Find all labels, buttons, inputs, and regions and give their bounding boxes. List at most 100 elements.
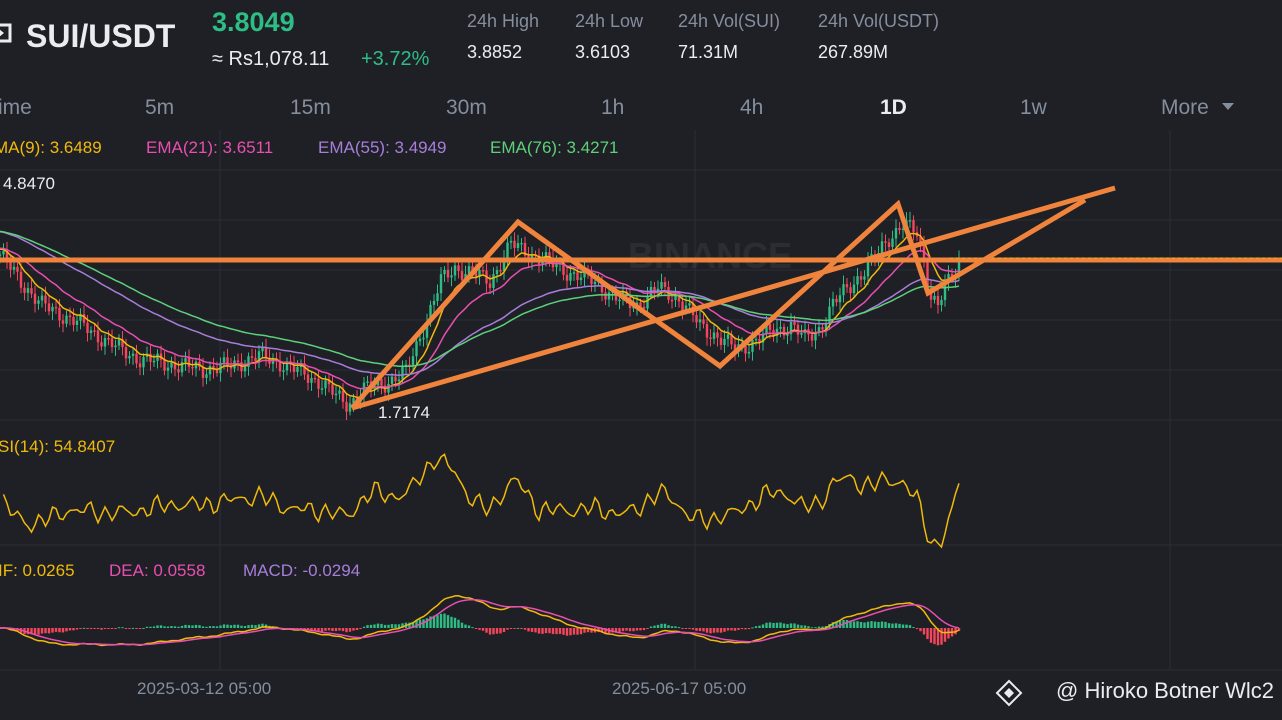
candle-body: [880, 241, 884, 253]
macd-histogram-bar: [926, 628, 929, 640]
candle-body: [919, 236, 922, 244]
macd-histogram-bar: [250, 624, 254, 628]
candle-body: [478, 270, 481, 277]
macd-histogram-bar: [740, 628, 744, 630]
macd-histogram-bar: [863, 622, 866, 628]
macd-histogram-bar: [380, 623, 383, 628]
macd-histogram-bar: [684, 628, 688, 629]
tab-1w[interactable]: 1w: [1020, 96, 1047, 119]
candle-body: [464, 274, 467, 280]
macd-histogram-bar: [247, 625, 250, 628]
candle-body: [492, 274, 495, 288]
candle-body: [33, 293, 37, 304]
candle-body: [551, 258, 555, 268]
macd-histogram-bar: [257, 624, 261, 628]
macd-histogram-bar: [632, 628, 635, 632]
macd-histogram-bar: [611, 628, 614, 633]
macd-histogram-bar: [870, 621, 873, 628]
tab-time[interactable]: ime: [0, 96, 32, 119]
macd-histogram-bar: [145, 626, 149, 628]
candle-body: [429, 304, 432, 322]
candle-body: [733, 344, 737, 352]
macd-histogram-bar: [464, 624, 467, 628]
macd-histogram-bar: [44, 628, 47, 634]
x-tick-label: 2025-06-17 05:00: [612, 679, 746, 698]
candle-body: [446, 269, 450, 278]
tab-4h[interactable]: 4h: [740, 96, 764, 119]
candle-body: [779, 326, 782, 329]
candle-body: [684, 305, 688, 311]
macd-histogram-bar: [320, 628, 324, 632]
macd-histogram-bar: [51, 628, 54, 633]
macd-histogram-bar: [555, 628, 558, 635]
macd-histogram-bar: [54, 628, 58, 632]
candle-body: [110, 338, 114, 348]
candle-body: [618, 299, 621, 302]
candle-body: [306, 374, 310, 383]
candle-body: [362, 382, 366, 398]
macd-histogram-bar: [544, 628, 548, 634]
trendline-drawings: [0, 185, 1282, 411]
candle-body: [821, 327, 824, 330]
macd-histogram-bar: [758, 625, 761, 628]
tab-more[interactable]: More: [1161, 96, 1209, 119]
macd-histogram-bar: [940, 628, 943, 645]
macd-histogram-bar: [194, 624, 198, 628]
macd-histogram-bar: [89, 628, 93, 629]
candle-body: [887, 242, 891, 247]
macd-histogram-bar: [660, 623, 663, 628]
macd-histogram-bar: [807, 626, 810, 628]
tab-5m[interactable]: 5m: [145, 96, 175, 119]
macd-histogram-bar: [744, 628, 747, 630]
macd-histogram-bar: [723, 628, 726, 632]
tab-30m[interactable]: 30m: [446, 96, 487, 119]
ema-line: [0, 230, 960, 368]
macd-histogram-bar: [40, 628, 44, 634]
candle-body: [828, 306, 831, 324]
macd-histogram-bar: [128, 628, 131, 629]
candle-body: [163, 359, 166, 371]
low-price-marker: 1.7174: [378, 403, 430, 422]
macd-histogram-bar: [618, 628, 621, 633]
macd-histogram-bar: [691, 628, 695, 630]
legend-macd: MACD: -0.0294: [243, 561, 360, 580]
candle-body: [908, 220, 912, 222]
macd-histogram-bar: [219, 625, 222, 628]
macd-histogram-bar: [513, 628, 516, 629]
macd-histogram-bar: [649, 626, 653, 628]
pair-title[interactable]: SUI/USDT: [26, 18, 176, 54]
candle-body: [107, 338, 110, 340]
candle-body: [642, 306, 646, 309]
macd-histogram-bar: [184, 624, 187, 628]
candle-body: [513, 240, 516, 249]
tab-1h[interactable]: 1h: [601, 96, 625, 119]
macd-histogram-bar: [887, 623, 891, 628]
macd-histogram-bar: [936, 628, 940, 646]
rsi-line: [2, 453, 960, 549]
legend-dea: DEA: 0.0558: [109, 561, 205, 580]
candle-body: [562, 262, 565, 275]
macd-histogram-bar: [789, 623, 793, 628]
macd-histogram-bar: [502, 628, 506, 633]
macd-histogram-bar: [338, 628, 341, 631]
macd-histogram-bar: [212, 626, 215, 628]
candle-body: [443, 269, 446, 275]
candle-body: [247, 356, 250, 368]
macd-histogram-bar: [166, 626, 170, 628]
high-price-marker: 4.8470: [3, 174, 55, 193]
macd-histogram-bar: [100, 628, 103, 630]
candle-body: [457, 265, 460, 271]
macd-histogram-bar: [471, 627, 474, 629]
macd-histogram-bar: [170, 626, 173, 628]
tab-1d[interactable]: 1D: [880, 96, 907, 119]
candle-body: [390, 376, 394, 384]
candle-body: [408, 364, 411, 367]
candle-body: [68, 315, 72, 318]
candle-body: [86, 322, 89, 334]
pair-switch-icon[interactable]: [0, 22, 12, 44]
tab-15m[interactable]: 15m: [290, 96, 331, 119]
candle-body: [250, 356, 254, 358]
chevron-down-icon[interactable]: [1222, 103, 1234, 111]
candle-body: [509, 240, 513, 243]
